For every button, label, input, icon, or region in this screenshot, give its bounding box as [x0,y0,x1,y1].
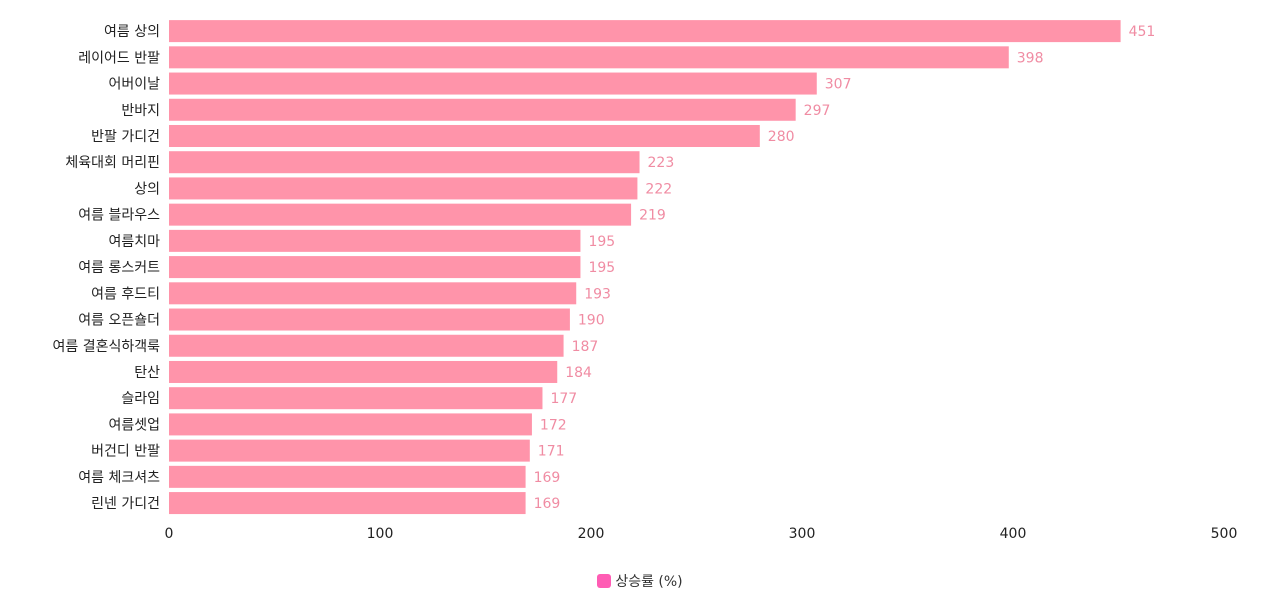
category-label: 린넨 가디건 [91,496,160,512]
category-label: 여름 체크셔츠 [78,470,160,486]
data-label: 177 [550,391,577,407]
data-label: 195 [588,260,615,276]
x-tick-label: 100 [367,526,394,542]
bar [169,282,577,305]
data-label: 451 [1129,24,1156,40]
legend[interactable]: 상승률 (%) [0,571,1280,591]
bar [169,360,558,383]
bar-chart: 여름 상의 451 레이어드 반팔 398 어버이날 307 반바지 297 반팔 가디건 280… [53,20,1238,542]
data-label: 398 [1017,50,1044,66]
x-tick-label: 400 [1000,526,1027,542]
bar [169,98,796,121]
category-label: 여름 상의 [104,24,160,40]
category-label: 반팔 가디건 [91,129,160,145]
bar [169,492,526,515]
category-label: 슬라임 [121,391,160,407]
category-label: 여름 결혼식하객룩 [53,339,161,355]
data-label: 219 [639,208,666,224]
category-label: 여름 블라우스 [78,208,160,224]
data-label: 223 [648,155,675,171]
x-tick-label: 500 [1211,526,1238,542]
bar [169,229,581,252]
bar [169,151,640,174]
data-label: 307 [825,77,852,93]
bar [169,413,532,436]
category-label: 반바지 [121,103,160,119]
bar [169,256,581,279]
data-label: 190 [578,313,605,329]
bar [169,334,564,357]
category-label: 탄산 [134,365,160,381]
legend-swatch [597,574,612,588]
bar [169,124,760,147]
category-label: 여름셋업 [108,417,160,433]
bar [169,72,817,95]
bar [169,177,638,200]
x-tick-label: 200 [578,526,605,542]
bar [169,465,526,488]
data-label: 195 [588,234,615,250]
category-label: 체육대회 머리핀 [65,155,160,171]
category-label: 여름 후드티 [91,286,160,302]
data-label: 222 [645,181,672,197]
bar [169,46,1009,69]
category-label: 어버이날 [108,77,160,93]
data-label: 193 [584,286,611,302]
category-label: 레이어드 반팔 [78,50,160,66]
data-label: 172 [540,417,567,433]
category-label: 여름 롱스커트 [78,260,160,276]
data-label: 184 [565,365,592,381]
bar [169,439,530,462]
legend-label: 상승률 (%) [615,574,683,590]
bar [169,203,632,226]
x-tick-label: 0 [165,526,174,542]
x-tick-label: 300 [789,526,816,542]
category-label: 여름 오픈숄더 [78,313,160,329]
bar [169,387,543,410]
bar [169,308,570,331]
data-label: 171 [538,444,565,460]
data-label: 297 [804,103,831,119]
data-label: 169 [534,496,561,512]
category-label: 버건디 반팔 [91,444,160,460]
category-label: 상의 [134,181,160,197]
data-label: 280 [768,129,795,145]
data-label: 169 [534,470,561,486]
category-label: 여름치마 [108,234,160,250]
data-label: 187 [572,339,599,355]
bar [169,20,1121,43]
